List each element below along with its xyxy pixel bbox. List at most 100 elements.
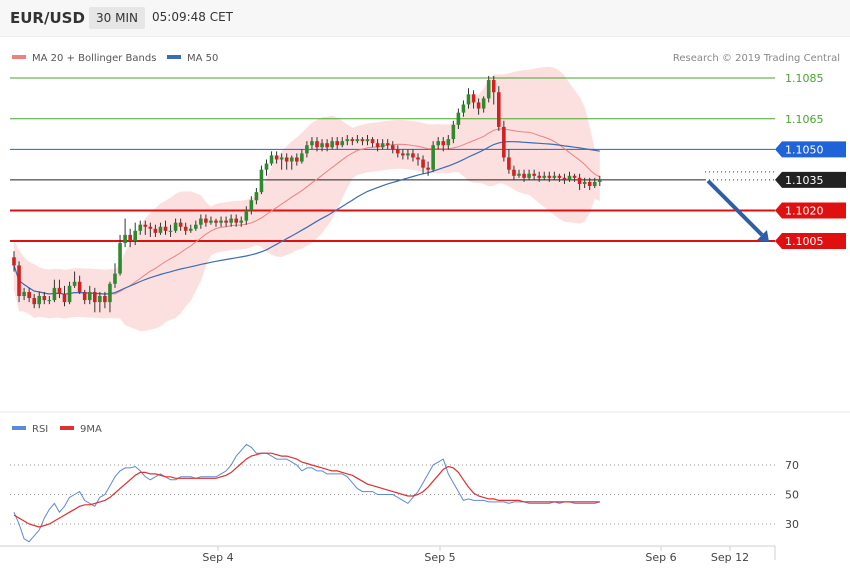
- candle-body: [547, 175, 552, 178]
- candle-body: [577, 177, 582, 184]
- main-legend: MA 20 + Bollinger Bands MA 50: [12, 53, 218, 64]
- candle-body: [507, 157, 511, 170]
- candle: [219, 216, 223, 227]
- candle: [52, 279, 57, 303]
- candle: [436, 137, 440, 150]
- candle: [567, 171, 572, 182]
- candle: [345, 135, 350, 146]
- timeframe-button[interactable]: 30 MIN: [89, 7, 145, 29]
- candle: [209, 216, 213, 225]
- rsi-ma-line: [13, 452, 600, 528]
- candle-body: [254, 192, 259, 201]
- candle-body: [441, 141, 446, 146]
- candle-body: [108, 283, 112, 303]
- candle: [532, 169, 536, 180]
- level-label: 1.1050: [785, 143, 824, 156]
- candle: [350, 137, 355, 146]
- candle: [365, 135, 370, 146]
- candle: [431, 141, 435, 172]
- candle-body: [249, 200, 254, 211]
- candle-body: [451, 124, 456, 140]
- candle-body: [390, 145, 395, 150]
- projection-arrow-shaft: [706, 179, 764, 237]
- candle: [72, 271, 77, 288]
- candle: [406, 149, 410, 160]
- candle: [497, 86, 501, 131]
- candle: [370, 137, 375, 148]
- candle: [552, 171, 557, 180]
- candle-body: [375, 143, 380, 148]
- candle-body: [259, 169, 264, 193]
- rsi-tick-label: 50: [785, 489, 799, 502]
- candle: [234, 214, 238, 227]
- candle: [269, 151, 274, 166]
- symbol-label: EUR/USD: [10, 9, 85, 27]
- candle-body: [406, 153, 410, 156]
- candle-body: [522, 173, 526, 178]
- candle-body: [295, 157, 299, 162]
- candle-body: [279, 157, 284, 160]
- candle-body: [158, 226, 163, 233]
- candle-body: [360, 139, 365, 142]
- candle-body: [128, 234, 132, 241]
- candle: [239, 216, 244, 227]
- clock-label: 05:09:48 CET: [152, 10, 233, 24]
- candle-body: [87, 291, 92, 301]
- candle-body: [168, 230, 173, 232]
- candle-body: [72, 281, 77, 286]
- candle-body: [77, 281, 82, 292]
- projection: [706, 179, 770, 243]
- candle-body: [47, 300, 52, 302]
- candle-body: [542, 175, 547, 178]
- x-tick-label: Sep 12: [711, 551, 749, 564]
- candle-body: [199, 218, 203, 225]
- level-label: 1.1065: [785, 113, 824, 126]
- candle-body: [32, 298, 36, 305]
- candle-body: [118, 243, 122, 274]
- candle-body: [234, 218, 238, 223]
- candle-body: [133, 230, 137, 241]
- candle: [118, 234, 122, 276]
- level-label: 1.1020: [785, 204, 824, 217]
- candle: [108, 281, 112, 313]
- candle-body: [592, 181, 597, 186]
- level-badge: [775, 141, 846, 158]
- candle: [289, 155, 294, 170]
- candle: [168, 224, 173, 237]
- candle: [325, 139, 329, 152]
- candle-body: [93, 291, 97, 303]
- candle: [103, 291, 107, 309]
- candle-body: [320, 143, 324, 148]
- candle-body: [188, 228, 193, 231]
- candle-body: [300, 153, 304, 162]
- candle-body: [466, 94, 471, 105]
- legend-swatch: [60, 426, 74, 430]
- candle: [259, 165, 264, 195]
- chart-header: EUR/USD 30 MIN 05:09:48 CET: [0, 0, 850, 37]
- candle-body: [204, 218, 208, 223]
- candle: [375, 139, 380, 152]
- candle-body: [113, 273, 117, 284]
- candle: [133, 222, 137, 246]
- candle-body: [98, 296, 102, 303]
- candle-body: [527, 173, 531, 178]
- candle: [199, 214, 203, 229]
- candle: [148, 222, 153, 237]
- legend-label: 9MA: [80, 424, 102, 435]
- candle: [426, 161, 430, 176]
- candle: [32, 293, 36, 309]
- candle-body: [350, 139, 355, 142]
- level-label: 1.1085: [785, 72, 824, 85]
- candle-body: [219, 220, 223, 223]
- candle: [163, 220, 168, 235]
- candle-body: [572, 175, 577, 178]
- level-badge: [775, 233, 846, 249]
- candle-body: [37, 296, 42, 305]
- candle: [582, 177, 587, 189]
- candle: [274, 151, 279, 164]
- candle-body: [209, 220, 213, 223]
- candle: [77, 275, 82, 294]
- candle: [542, 171, 547, 180]
- candle: [98, 291, 102, 313]
- candle-body: [52, 287, 57, 301]
